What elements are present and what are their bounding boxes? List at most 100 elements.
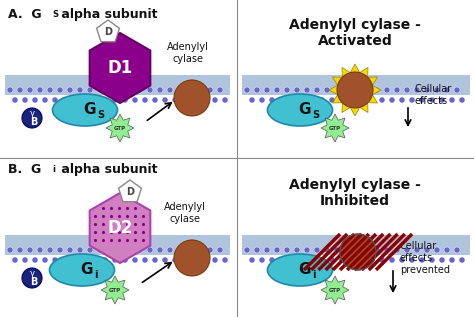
- Circle shape: [112, 257, 118, 263]
- Circle shape: [284, 247, 290, 253]
- Text: alpha subunit: alpha subunit: [57, 8, 157, 21]
- Circle shape: [197, 247, 203, 253]
- Text: Adenylyl cylase -: Adenylyl cylase -: [289, 178, 421, 192]
- Text: GTP: GTP: [114, 126, 126, 131]
- Circle shape: [454, 87, 460, 93]
- Text: γ: γ: [29, 268, 35, 277]
- Circle shape: [177, 247, 183, 253]
- Circle shape: [394, 87, 400, 93]
- Circle shape: [67, 87, 73, 93]
- Circle shape: [27, 87, 33, 93]
- Circle shape: [419, 257, 425, 263]
- Circle shape: [42, 257, 48, 263]
- Bar: [242, 85, 470, 95]
- Circle shape: [157, 247, 163, 253]
- Text: S: S: [98, 110, 105, 120]
- Circle shape: [42, 97, 48, 103]
- Circle shape: [112, 97, 118, 103]
- Circle shape: [359, 257, 365, 263]
- Circle shape: [87, 87, 93, 93]
- Circle shape: [187, 247, 193, 253]
- Circle shape: [117, 247, 123, 253]
- Circle shape: [37, 247, 43, 253]
- Circle shape: [122, 97, 128, 103]
- Circle shape: [217, 247, 223, 253]
- Circle shape: [349, 257, 355, 263]
- Circle shape: [102, 257, 108, 263]
- Circle shape: [399, 257, 405, 263]
- Circle shape: [47, 247, 53, 253]
- Circle shape: [212, 97, 218, 103]
- Circle shape: [167, 87, 173, 93]
- Circle shape: [369, 97, 375, 103]
- Circle shape: [132, 97, 138, 103]
- Circle shape: [414, 247, 420, 253]
- Circle shape: [67, 247, 73, 253]
- Bar: [242, 235, 470, 245]
- Circle shape: [324, 87, 330, 93]
- Circle shape: [72, 257, 78, 263]
- Circle shape: [334, 247, 340, 253]
- Ellipse shape: [53, 94, 118, 126]
- Circle shape: [7, 247, 13, 253]
- Circle shape: [337, 72, 373, 108]
- Bar: [5, 235, 230, 245]
- Circle shape: [17, 87, 23, 93]
- Circle shape: [269, 257, 275, 263]
- Circle shape: [32, 97, 38, 103]
- Text: Cellular
effects
prevented: Cellular effects prevented: [400, 242, 450, 275]
- Circle shape: [174, 80, 210, 116]
- Circle shape: [419, 97, 425, 103]
- Circle shape: [122, 257, 128, 263]
- Circle shape: [22, 97, 28, 103]
- Circle shape: [374, 87, 380, 93]
- Text: i: i: [52, 165, 55, 174]
- Circle shape: [107, 87, 113, 93]
- Text: D2: D2: [107, 219, 133, 237]
- Circle shape: [344, 247, 350, 253]
- Circle shape: [172, 257, 178, 263]
- Circle shape: [364, 87, 370, 93]
- Text: D: D: [104, 27, 112, 37]
- Circle shape: [329, 97, 335, 103]
- Ellipse shape: [267, 94, 332, 126]
- Circle shape: [449, 97, 455, 103]
- Circle shape: [77, 87, 83, 93]
- Circle shape: [57, 87, 63, 93]
- Circle shape: [319, 97, 325, 103]
- Polygon shape: [101, 276, 129, 304]
- Circle shape: [289, 257, 295, 263]
- Polygon shape: [329, 64, 381, 116]
- Text: i: i: [94, 270, 98, 280]
- Text: γ: γ: [29, 108, 35, 118]
- Circle shape: [57, 247, 63, 253]
- Circle shape: [269, 97, 275, 103]
- Circle shape: [354, 87, 360, 93]
- Circle shape: [459, 257, 465, 263]
- Circle shape: [244, 87, 250, 93]
- Circle shape: [274, 247, 280, 253]
- Circle shape: [82, 257, 88, 263]
- Circle shape: [409, 97, 415, 103]
- Circle shape: [279, 257, 285, 263]
- Circle shape: [92, 257, 98, 263]
- Text: i: i: [312, 270, 316, 280]
- Circle shape: [249, 257, 255, 263]
- Circle shape: [304, 247, 310, 253]
- Polygon shape: [97, 20, 119, 42]
- Circle shape: [289, 97, 295, 103]
- Circle shape: [389, 257, 395, 263]
- Circle shape: [344, 87, 350, 93]
- Circle shape: [202, 257, 208, 263]
- Circle shape: [334, 87, 340, 93]
- Polygon shape: [321, 276, 349, 304]
- Circle shape: [274, 87, 280, 93]
- Ellipse shape: [267, 254, 332, 286]
- Circle shape: [264, 87, 270, 93]
- Bar: [242, 75, 470, 85]
- Bar: [5, 75, 230, 85]
- Polygon shape: [90, 193, 150, 263]
- Polygon shape: [90, 33, 150, 103]
- Circle shape: [389, 97, 395, 103]
- Circle shape: [102, 97, 108, 103]
